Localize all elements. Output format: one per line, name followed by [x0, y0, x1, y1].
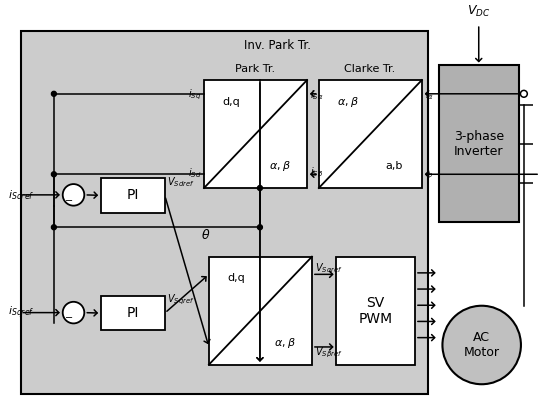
- Circle shape: [521, 90, 527, 97]
- Text: $\alpha,\beta$: $\alpha,\beta$: [269, 159, 291, 173]
- Circle shape: [63, 184, 84, 206]
- Text: $i_{\alpha}$: $i_{\alpha}$: [425, 88, 434, 102]
- Text: Clarke Tr.: Clarke Tr.: [344, 64, 395, 74]
- Circle shape: [63, 302, 84, 324]
- Text: $i_{S\alpha}$: $i_{S\alpha}$: [310, 88, 323, 102]
- Text: PI: PI: [127, 306, 139, 320]
- Text: $\alpha,\beta$: $\alpha,\beta$: [274, 336, 295, 350]
- Text: $V_{Sqref}$: $V_{Sqref}$: [167, 292, 194, 306]
- Circle shape: [258, 225, 262, 230]
- Bar: [101, 296, 165, 330]
- Text: SV
PWM: SV PWM: [359, 296, 393, 326]
- Text: $i_{b}$: $i_{b}$: [425, 166, 434, 180]
- Text: $V_{S\alpha ref}$: $V_{S\alpha ref}$: [315, 262, 342, 275]
- Text: d,q: d,q: [222, 97, 240, 107]
- Bar: [101, 178, 165, 212]
- Circle shape: [51, 172, 56, 177]
- Text: PI: PI: [127, 189, 139, 202]
- Circle shape: [442, 306, 521, 384]
- Text: d,q: d,q: [227, 273, 245, 283]
- Circle shape: [258, 186, 262, 191]
- Text: $\alpha,\beta$: $\alpha,\beta$: [338, 94, 359, 109]
- Text: Park Tr.: Park Tr.: [235, 64, 275, 74]
- Text: $i_{Sq}$: $i_{Sq}$: [188, 88, 201, 102]
- Text: $\theta$: $\theta$: [201, 228, 211, 242]
- Bar: [438, 65, 519, 222]
- Text: $i_{S\beta}$: $i_{S\beta}$: [310, 166, 323, 181]
- Circle shape: [51, 225, 56, 230]
- Text: $V_{DC}$: $V_{DC}$: [467, 4, 490, 19]
- Bar: [319, 80, 422, 188]
- Circle shape: [51, 92, 56, 96]
- Text: $i_{Sd}$: $i_{Sd}$: [188, 166, 201, 180]
- Bar: [209, 257, 312, 364]
- Text: −: −: [65, 314, 73, 324]
- Text: $V_{Sdref}$: $V_{Sdref}$: [167, 175, 194, 189]
- Bar: [336, 257, 415, 364]
- Bar: [21, 31, 428, 394]
- Bar: [204, 80, 307, 188]
- Text: $i_{Sdref}$: $i_{Sdref}$: [8, 188, 35, 202]
- Text: $i_{Sqref}$: $i_{Sqref}$: [8, 304, 35, 321]
- Text: a,b: a,b: [386, 161, 403, 171]
- Text: AC
Motor: AC Motor: [464, 331, 500, 359]
- Text: −: −: [65, 196, 73, 206]
- Text: $V_{S\beta ref}$: $V_{S\beta ref}$: [315, 346, 342, 360]
- Text: Inv. Park Tr.: Inv. Park Tr.: [244, 39, 311, 52]
- Text: 3-phase
Inverter: 3-phase Inverter: [454, 130, 504, 158]
